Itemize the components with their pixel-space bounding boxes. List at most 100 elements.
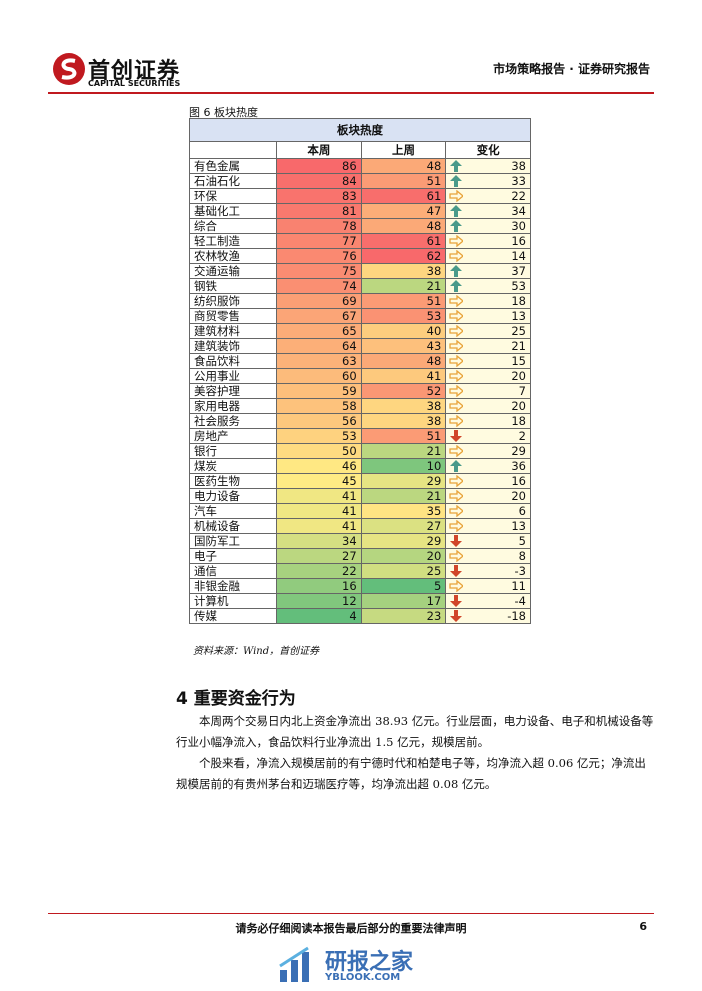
trend-arrow [449, 490, 464, 502]
heat-cell: 17 [360, 593, 447, 609]
sector-name: 煤炭 [189, 458, 277, 474]
heat-cell: 4 [276, 608, 362, 624]
trend-arrow [450, 430, 463, 442]
change-cell: 11 [445, 578, 531, 594]
trend-arrow [450, 265, 463, 277]
footer-rule [48, 913, 654, 914]
watermark-icon [279, 946, 309, 982]
sector-name: 基础化工 [189, 203, 277, 219]
column-header: 变化 [445, 141, 531, 159]
trend-arrow [450, 280, 463, 292]
table-row: 食品饮料 63 48 15 [189, 353, 531, 369]
sector-name: 电力设备 [189, 488, 277, 504]
page-number: 6 [639, 920, 647, 933]
trend-arrow [449, 520, 464, 532]
sector-name: 公用事业 [189, 368, 277, 384]
sector-name: 石油石化 [189, 173, 277, 189]
sector-name: 医药生物 [189, 473, 277, 489]
trend-arrow [449, 550, 464, 562]
sector-name: 传媒 [189, 608, 277, 624]
sector-name: 国防军工 [189, 533, 277, 549]
heat-cell: 47 [360, 203, 447, 219]
logo-icon [53, 53, 85, 85]
heat-cell: 12 [276, 593, 362, 609]
sector-name: 建筑装饰 [189, 338, 277, 354]
trend-arrow [449, 250, 464, 262]
sector-name: 美容护理 [189, 383, 277, 399]
sector-name: 社会服务 [189, 413, 277, 429]
heat-cell: 35 [360, 503, 447, 519]
change-cell: 21 [445, 338, 531, 354]
heat-cell: 59 [276, 383, 362, 399]
trend-arrow [450, 595, 463, 607]
disclaimer: 请务必仔细阅读本报告最后部分的重要法律声明 [235, 922, 467, 935]
heat-cell: 43 [360, 338, 447, 354]
table-row: 钢铁 74 21 53 [189, 278, 531, 294]
trend-arrow [450, 610, 463, 622]
heat-cell: 83 [276, 188, 362, 204]
heat-cell: 23 [360, 608, 447, 624]
table-row: 基础化工 81 47 34 [189, 203, 531, 219]
table-row: 农林牧渔 76 62 14 [189, 248, 531, 264]
change-cell: 13 [445, 308, 531, 324]
heat-cell: 46 [276, 458, 362, 474]
trend-arrow [449, 310, 464, 322]
heat-cell: 27 [276, 548, 362, 564]
table-row: 非银金融 16 5 11 [189, 578, 531, 594]
change-cell: 16 [445, 233, 531, 249]
heat-cell: 64 [276, 338, 362, 354]
trend-arrow [449, 295, 464, 307]
watermark-cn: 研报之家 [325, 950, 414, 975]
heat-cell: 38 [360, 413, 447, 429]
sector-name: 电子 [189, 548, 277, 564]
table-row: 机械设备 41 27 13 [189, 518, 531, 534]
heat-cell: 29 [360, 473, 447, 489]
sector-name: 农林牧渔 [189, 248, 277, 264]
table-row: 公用事业 60 41 20 [189, 368, 531, 384]
change-cell: 53 [445, 278, 531, 294]
watermark-en: YBLOOK.COM [325, 972, 401, 983]
heat-cell: 62 [360, 248, 447, 264]
heat-cell: 51 [360, 428, 447, 444]
heat-cell: 22 [276, 563, 362, 579]
trend-arrow [449, 475, 464, 487]
heat-cell: 40 [360, 323, 447, 339]
table-row: 交通运输 75 38 37 [189, 263, 531, 279]
table-row: 房地产 53 51 2 [189, 428, 531, 444]
change-cell: -4 [445, 593, 531, 609]
heat-cell: 81 [276, 203, 362, 219]
heat-cell: 41 [360, 368, 447, 384]
trend-arrow [449, 325, 464, 337]
change-cell: 25 [445, 323, 531, 339]
heat-cell: 52 [360, 383, 447, 399]
heat-cell: 25 [360, 563, 447, 579]
trend-arrow [450, 205, 463, 217]
figure-caption: 图 6 板块热度 [189, 106, 258, 119]
sector-name: 综合 [189, 218, 277, 234]
table-row: 石油石化 84 51 33 [189, 173, 531, 189]
sector-name: 食品饮料 [189, 353, 277, 369]
trend-arrow [450, 535, 463, 547]
heat-cell: 86 [276, 158, 362, 174]
heat-cell: 21 [360, 443, 447, 459]
table-row: 美容护理 59 52 7 [189, 383, 531, 399]
table-row: 医药生物 45 29 16 [189, 473, 531, 489]
sector-name: 环保 [189, 188, 277, 204]
heat-cell: 45 [276, 473, 362, 489]
heat-cell: 61 [360, 188, 447, 204]
logo-en: CAPITAL SECURITIES [88, 79, 181, 88]
change-cell: 33 [445, 173, 531, 189]
change-cell: 36 [445, 458, 531, 474]
change-cell: 20 [445, 368, 531, 384]
sector-name: 有色金属 [189, 158, 277, 174]
heat-cell: 63 [276, 353, 362, 369]
heat-cell: 27 [360, 518, 447, 534]
sector-name: 建筑材料 [189, 323, 277, 339]
heat-cell: 41 [276, 503, 362, 519]
heat-cell: 41 [276, 488, 362, 504]
heat-cell: 61 [360, 233, 447, 249]
heat-cell: 51 [360, 293, 447, 309]
heat-cell: 48 [360, 218, 447, 234]
table-row: 纺织服饰 69 51 18 [189, 293, 531, 309]
heat-cell: 76 [276, 248, 362, 264]
